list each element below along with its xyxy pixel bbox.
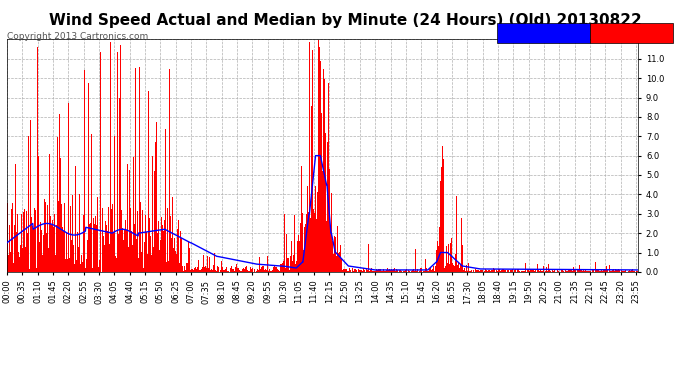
Text: Median (mph): Median (mph) (511, 28, 576, 38)
Text: Wind (mph): Wind (mph) (604, 28, 659, 38)
Text: Copyright 2013 Cartronics.com: Copyright 2013 Cartronics.com (7, 32, 148, 41)
Text: Wind Speed Actual and Median by Minute (24 Hours) (Old) 20130822: Wind Speed Actual and Median by Minute (… (48, 13, 642, 28)
